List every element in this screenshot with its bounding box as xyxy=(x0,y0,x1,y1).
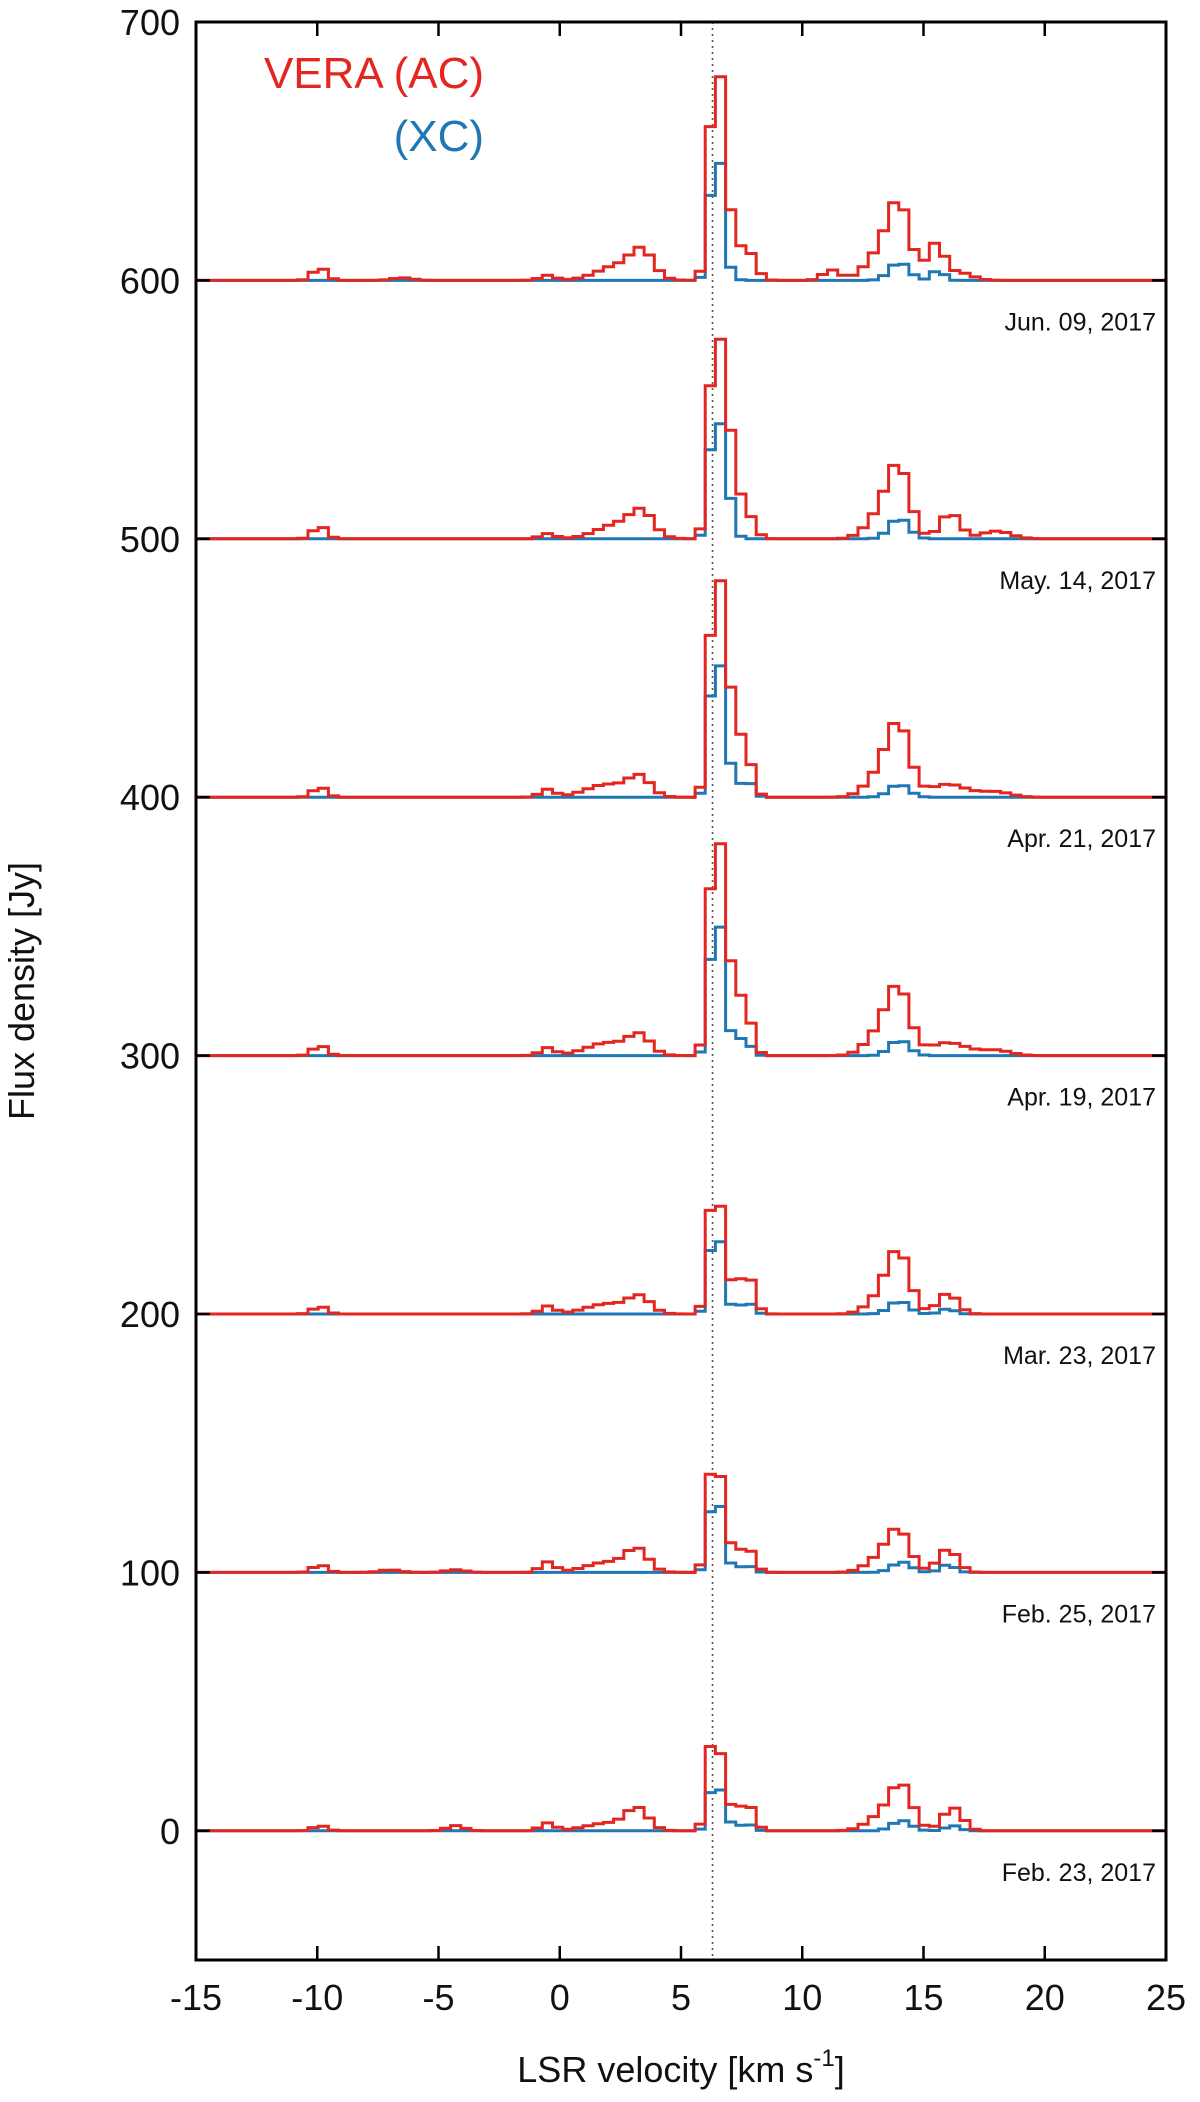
epoch-date-label: Mar. 23, 2017 xyxy=(1003,1342,1156,1370)
x-axis-label: LSR velocity [km s-1] xyxy=(517,2045,844,2090)
epoch-spectrum xyxy=(196,579,1166,799)
xc-spectrum-line xyxy=(196,1240,1166,1316)
date-label-layer: Jun. 09, 2017 May. 14, 2017 Apr. 21, 2017 A… xyxy=(999,308,1156,1886)
epoch-spectrum xyxy=(196,1745,1166,1833)
x-axis-label-suffix: ] xyxy=(835,2049,845,2090)
epoch-spectrum xyxy=(196,842,1166,1058)
x-tick-label: -15 xyxy=(170,1977,222,2018)
legend: VERA (AC) (XC) xyxy=(264,49,484,161)
ac-spectrum-line xyxy=(196,337,1166,541)
x-tick-label: 0 xyxy=(550,1977,570,2018)
epoch-date-label: Apr. 19, 2017 xyxy=(1007,1084,1156,1112)
ac-spectrum-line xyxy=(196,842,1166,1058)
epoch-date-label: Feb. 23, 2017 xyxy=(1002,1859,1156,1887)
legend-entry-xc: (XC) xyxy=(394,112,484,161)
series-layer xyxy=(196,75,1166,1833)
y-axis-label: Flux density [Jy] xyxy=(1,862,42,1120)
x-tick-label: -5 xyxy=(422,1977,454,2018)
x-tick-label: -10 xyxy=(291,1977,343,2018)
xc-spectrum-line xyxy=(196,664,1166,799)
xc-spectrum-line xyxy=(196,925,1166,1058)
x-axis-label-superscript: -1 xyxy=(813,2045,834,2072)
epoch-spectrum xyxy=(196,1204,1166,1316)
epoch-spectrum xyxy=(196,1472,1166,1574)
y-tick-label: 300 xyxy=(120,1036,180,1077)
x-tick-label: 5 xyxy=(671,1977,691,2018)
y-tick-label: 700 xyxy=(120,2,180,43)
ac-spectrum-line xyxy=(196,1745,1166,1833)
y-tick-label: 200 xyxy=(120,1294,180,1335)
x-tick-label: 25 xyxy=(1146,1977,1186,2018)
epoch-date-label: May. 14, 2017 xyxy=(999,567,1156,595)
ac-spectrum-line xyxy=(196,1204,1166,1316)
x-tick-label: 10 xyxy=(782,1977,822,2018)
x-tick-label: 20 xyxy=(1025,1977,1065,2018)
tick-layer: -15 -10 -5 0 5 10 15 20 25 0 100 200 300 400 500 600 700 xyxy=(120,2,1186,2018)
ac-spectrum-line xyxy=(196,75,1166,282)
y-tick-label: 500 xyxy=(120,519,180,560)
epoch-date-label: Apr. 21, 2017 xyxy=(1007,825,1156,853)
y-tick-label: 100 xyxy=(120,1552,180,1593)
epoch-spectrum xyxy=(196,75,1166,282)
epoch-date-label: Feb. 25, 2017 xyxy=(1002,1600,1156,1628)
y-tick-label: 0 xyxy=(160,1811,180,1852)
ac-spectrum-line xyxy=(196,579,1166,799)
xc-spectrum-line xyxy=(196,422,1166,541)
xc-spectrum-line xyxy=(196,1505,1166,1574)
epoch-date-label: Jun. 09, 2017 xyxy=(1004,308,1156,336)
epoch-spectrum xyxy=(196,337,1166,541)
ac-spectrum-line xyxy=(196,1472,1166,1574)
xc-spectrum-line xyxy=(196,161,1166,282)
y-tick-label: 400 xyxy=(120,777,180,818)
x-axis-label-main: LSR velocity [km s xyxy=(517,2049,813,2090)
xc-spectrum-line xyxy=(196,1788,1166,1833)
x-tick-label: 15 xyxy=(903,1977,943,2018)
y-tick-label: 600 xyxy=(120,260,180,301)
legend-entry-ac: VERA (AC) xyxy=(264,49,484,98)
